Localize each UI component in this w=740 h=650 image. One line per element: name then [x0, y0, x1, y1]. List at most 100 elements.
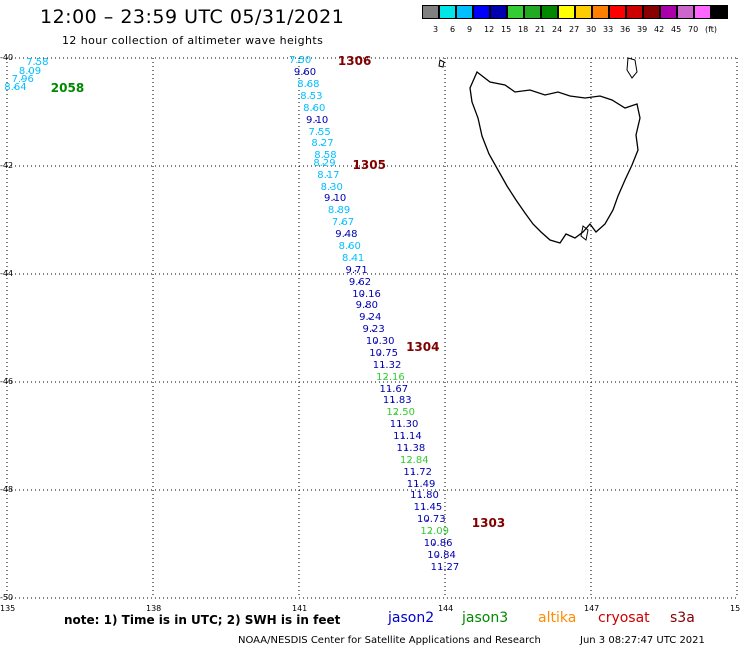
- wave-height-value: 8.60: [303, 102, 326, 114]
- wave-height-value: 7.67: [331, 217, 355, 229]
- bruny-island: [580, 225, 589, 241]
- lat-tick-label: -44: [0, 269, 14, 278]
- satellite-legend-entry: altika: [538, 610, 577, 626]
- color-scale-label: 6: [450, 25, 456, 34]
- satellite-legend-entry: cryosat: [598, 610, 650, 626]
- track-point: [429, 531, 432, 533]
- track-point: [326, 174, 329, 177]
- lon-tick-label: 138: [146, 604, 162, 613]
- wave-height-value: 7.55: [308, 126, 331, 138]
- footnote: note: 1) Time is in UTC; 2) SWH is in fe…: [64, 613, 341, 627]
- color-scale-label: 12: [484, 25, 495, 34]
- tasmania-coastline: [469, 70, 641, 244]
- track-point: [306, 84, 309, 86]
- track-point: [402, 436, 404, 438]
- wave-height-value: 10.86: [423, 538, 453, 549]
- timestamp: Jun 3 08:27:47 UTC 2021: [580, 635, 705, 646]
- wave-height-value: 8.53: [300, 90, 323, 102]
- flinders-island: [626, 57, 638, 79]
- wave-height-value: 8.89: [327, 205, 351, 217]
- wave-height-value: 8.60: [338, 241, 361, 252]
- orbit-revolution-label: 1306: [337, 53, 372, 68]
- wave-height-value: 9.24: [359, 312, 382, 324]
- wave-height-value: 9.80: [355, 300, 378, 312]
- wave-height-value: 10.84: [427, 549, 456, 561]
- wave-height-value: 9.62: [348, 276, 372, 288]
- wave-height-value: 8.27: [311, 138, 334, 150]
- track-point: [388, 388, 391, 391]
- track-point: [439, 566, 442, 569]
- color-scale-label: 39: [637, 25, 648, 34]
- color-swatch: [541, 5, 558, 19]
- color-scale-label: 21: [535, 25, 546, 34]
- wave-height-value: 7.58: [26, 57, 49, 69]
- track-point: [320, 143, 323, 146]
- color-scale-label: 30: [586, 25, 597, 34]
- track-point: [409, 460, 411, 462]
- wave-height-value: 11.67: [379, 383, 409, 395]
- orbit-revolution-label: 1304: [406, 340, 440, 355]
- track-point: [337, 210, 339, 213]
- track-point: [354, 269, 357, 272]
- wave-height-value: 7.50: [289, 54, 312, 66]
- track-point: [426, 519, 428, 522]
- track-point: [329, 186, 332, 189]
- lat-tick-label: -40: [0, 53, 14, 62]
- wave-height-value: 10.30: [365, 336, 395, 348]
- color-scale-label: (ft): [705, 25, 718, 34]
- color-swatch: [490, 5, 507, 19]
- lon-tick-label: 150: [730, 604, 740, 613]
- track-point: [341, 222, 343, 225]
- wave-height-value: 8.64: [4, 81, 27, 93]
- color-scale-label: 42: [654, 25, 665, 34]
- track-point: [364, 305, 367, 308]
- color-swatch: [524, 5, 541, 19]
- wave-height-value: 8.41: [342, 252, 365, 264]
- lon-tick-label: 144: [438, 604, 454, 613]
- wave-height-value: 11.27: [430, 561, 460, 573]
- wave-height-value: 11.72: [403, 466, 432, 478]
- track-point: [13, 86, 16, 89]
- wave-height-value: 8.29: [313, 157, 336, 169]
- color-swatch: [575, 5, 592, 19]
- wave-height-value: 11.38: [396, 442, 426, 454]
- track-point: [436, 555, 439, 557]
- color-scale-label: 70: [688, 25, 699, 34]
- track-point: [378, 353, 381, 355]
- track-point: [361, 293, 364, 296]
- satellite-legend-entry: jason2: [388, 610, 435, 626]
- page-subtitle: 12 hour collection of altimeter wave hei…: [62, 34, 324, 47]
- color-swatch: [592, 5, 609, 19]
- wave-height-value: 9.71: [345, 264, 368, 276]
- track-point: [375, 341, 377, 343]
- color-swatch: [439, 5, 456, 19]
- lat-tick-label: -48: [0, 485, 14, 494]
- track-point: [371, 329, 374, 331]
- color-swatch: [558, 5, 575, 19]
- color-swatch: [626, 5, 643, 19]
- track-point: [412, 471, 415, 474]
- track-point: [35, 62, 37, 65]
- track-point: [395, 412, 398, 415]
- color-swatch: [694, 5, 711, 19]
- wave-height-value: 9.10: [306, 114, 329, 126]
- wave-height-value: 11.30: [389, 419, 419, 431]
- lon-tick-label: 141: [292, 604, 308, 613]
- track-point: [20, 78, 23, 81]
- lon-tick-label: 147: [584, 604, 600, 613]
- orbit-revolution-label: 1305: [352, 157, 386, 172]
- color-swatch: [677, 5, 694, 19]
- track-point: [323, 155, 326, 158]
- track-point: [392, 400, 394, 403]
- page-title: 12:00 – 23:59 UTC 05/31/2021: [40, 6, 345, 28]
- wave-height-value: 12.09: [420, 526, 450, 538]
- wave-height-value: 11.45: [413, 502, 443, 514]
- lat-lon-grid: [6, 57, 738, 599]
- track-point: [347, 246, 350, 248]
- color-scale-label: 24: [552, 25, 563, 34]
- wave-height-value: 10.75: [369, 347, 398, 359]
- wave-height-value: 12.16: [376, 371, 405, 383]
- wave-height-value: 9.60: [293, 67, 317, 79]
